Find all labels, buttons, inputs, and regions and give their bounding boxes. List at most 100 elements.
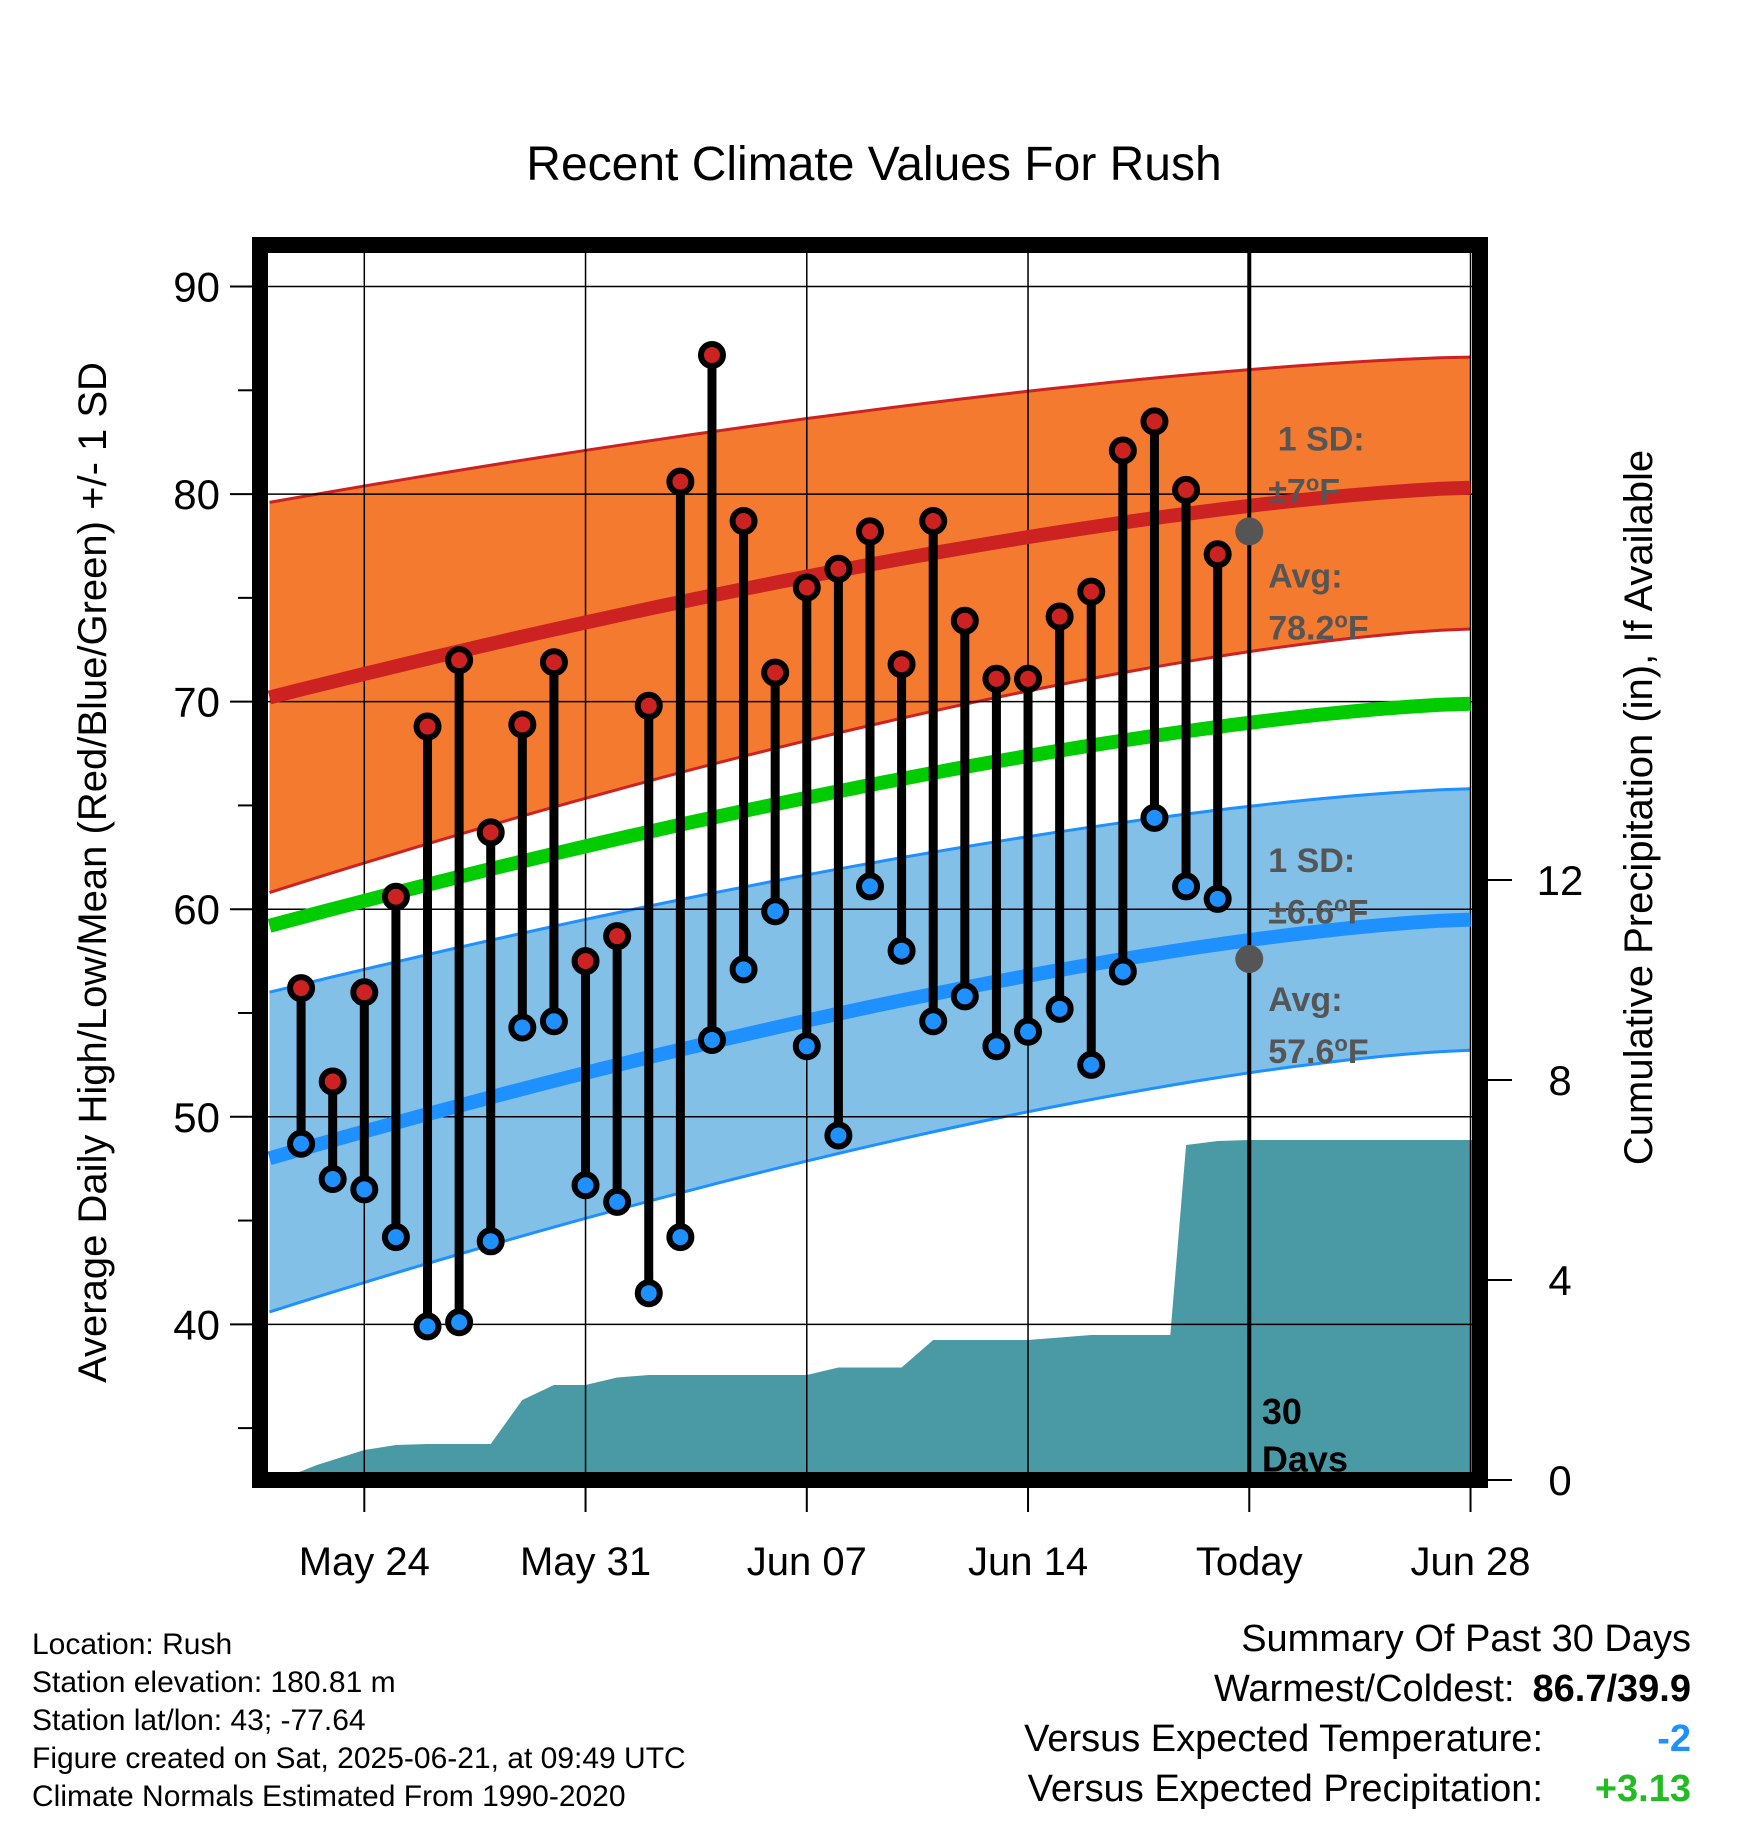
daily-low-point (982, 1032, 1011, 1061)
x-tick-label: Today (1196, 1540, 1303, 1584)
high-sd-label: 1 SD: (1278, 420, 1365, 458)
low-avg-value: 57.6oF (1268, 1031, 1368, 1071)
chart-title: Recent Climate Values For Rush (526, 138, 1221, 191)
y-right-axis-label: Cumulative Precipitation (in), If Availa… (1617, 450, 1661, 1165)
x-tick-label: Jun 28 (1410, 1540, 1530, 1584)
precip-value: +3.13 (1594, 1768, 1691, 1810)
average-low-line (267, 912, 1471, 1166)
daily-low-point (476, 1227, 505, 1256)
y-right-tick-label: 0 (1548, 1457, 1571, 1504)
temp-label: Versus Expected Temperature: (1024, 1718, 1543, 1760)
daily-low-point (381, 1223, 410, 1252)
daily-low-point (413, 1312, 442, 1341)
daily-high-point (887, 650, 916, 679)
latlon-text: Station lat/lon: 43; -77.64 (32, 1704, 366, 1737)
y-axis-label: Average Daily High/Low/Mean (Red/Blue/Gr… (71, 362, 115, 1383)
daily-low-point (1172, 872, 1201, 901)
daily-high-point (445, 646, 474, 675)
daily-low-point (445, 1308, 474, 1337)
location-text: Location: Rush (32, 1628, 233, 1661)
plot-area: 1 SD: ±7oF Avg: 78.2oF 1 SD: ±6.6oF Avg: 57.6oF… (260, 245, 1480, 1480)
x-tick-label: Jun 07 (747, 1540, 867, 1584)
daily-high-point (571, 947, 600, 976)
precip-label: Versus Expected Precipitation: (1027, 1768, 1543, 1810)
daily-low-point (666, 1223, 695, 1252)
daily-high-point (950, 606, 979, 635)
daily-high-point (287, 974, 316, 1003)
summary-panel: Summary Of Past 30 Days Warmest/Coldest:… (1024, 1614, 1691, 1814)
low-avg-marker (1235, 945, 1264, 974)
y-right-tick-label: 8 (1548, 1057, 1571, 1104)
daily-high-point (603, 922, 632, 951)
normals-text: Climate Normals Estimated From 1990-2020 (32, 1780, 626, 1813)
daily-low-point (571, 1171, 600, 1200)
daily-low-point (603, 1187, 632, 1216)
daily-high-point (824, 554, 853, 583)
daily-low-point (539, 1007, 568, 1036)
low-avg-label: Avg: (1268, 981, 1342, 1019)
warm-cold-label: Warmest/Coldest: (1213, 1668, 1515, 1710)
plot-frame (252, 237, 1488, 1488)
daily-low-point (697, 1025, 726, 1054)
low-sd-label: 1 SD: (1268, 842, 1355, 880)
daily-high-point (1014, 664, 1043, 693)
high-sd-value: ±7oF (1268, 470, 1340, 510)
low-sd-value: ±6.6oF (1268, 892, 1368, 932)
daily-high-point (856, 517, 884, 546)
summary-heading: Summary Of Past 30 Days (1241, 1618, 1691, 1660)
low-sd-band (269, 788, 1471, 1312)
daily-high-point (982, 664, 1011, 693)
y-right-tick-label: 4 (1548, 1257, 1571, 1304)
daily-high-point (413, 712, 442, 741)
y-tick-label: 40 (173, 1301, 220, 1348)
daily-low-point (508, 1013, 537, 1042)
daily-low-point (856, 872, 884, 901)
daily-high-point (1140, 407, 1169, 436)
daily-low-point (950, 982, 979, 1011)
daily-low-point (1077, 1050, 1106, 1079)
station-info: Location: Rush Station elevation: 180.81… (32, 1626, 686, 1816)
daily-low-point (792, 1032, 821, 1061)
warm-cold-value: 86.7/39.9 (1532, 1668, 1691, 1710)
daily-high-point (634, 691, 663, 720)
window-label-number: 30 (1262, 1391, 1302, 1432)
daily-low-point (887, 936, 916, 965)
warm-cold-row: Warmest/Coldest: 86.7/39.9 (1024, 1664, 1691, 1714)
high-avg-label: Avg: (1268, 557, 1342, 595)
daily-high-point (350, 978, 379, 1007)
created-text: Figure created on Sat, 2025-06-21, at 09… (32, 1742, 686, 1775)
precip-row: Versus Expected Precipitation: +3.13 (1024, 1764, 1691, 1814)
daily-low-point (919, 1007, 948, 1036)
daily-low-point (1203, 884, 1232, 913)
daily-high-point (1108, 436, 1137, 465)
daily-high-point (476, 818, 505, 847)
y-tick-label: 70 (173, 679, 220, 726)
daily-high-point (508, 710, 537, 739)
daily-high-point (1203, 540, 1232, 569)
y-tick-label: 50 (173, 1094, 220, 1141)
low-sd-lower-line (269, 1048, 1471, 1314)
daily-low-point (287, 1129, 316, 1158)
precip-area (260, 1140, 1480, 1480)
y-tick-label: 80 (173, 471, 220, 518)
temp-row: Versus Expected Temperature: -2 (1024, 1714, 1691, 1764)
y-tick-label: 90 (173, 264, 220, 311)
daily-low-point (1108, 957, 1137, 986)
x-tick-label: Jun 14 (968, 1540, 1088, 1584)
daily-high-point (539, 648, 568, 677)
axes: 40 50 60 70 80 90 0 4 8 12 May 24 May 31 Jun 07 Jun 1… (71, 237, 1661, 1584)
daily-high-point (919, 507, 948, 536)
climate-chart: Recent Climate Values For Rush 1 SD: ±7oF… (71, 138, 1661, 1584)
y-right-tick-label: 12 (1537, 857, 1584, 904)
daily-low-point (824, 1121, 853, 1150)
daily-high-point (1172, 475, 1201, 504)
daily-high-point (666, 467, 695, 496)
daily-low-point (1014, 1017, 1043, 1046)
y-tick-label: 60 (173, 886, 220, 933)
daily-high-point (1045, 602, 1074, 631)
daily-high-point (381, 882, 410, 911)
daily-low-point (634, 1279, 663, 1308)
daily-high-point (1077, 577, 1106, 606)
daily-low-point (350, 1175, 379, 1204)
daily-high-point (318, 1067, 347, 1096)
